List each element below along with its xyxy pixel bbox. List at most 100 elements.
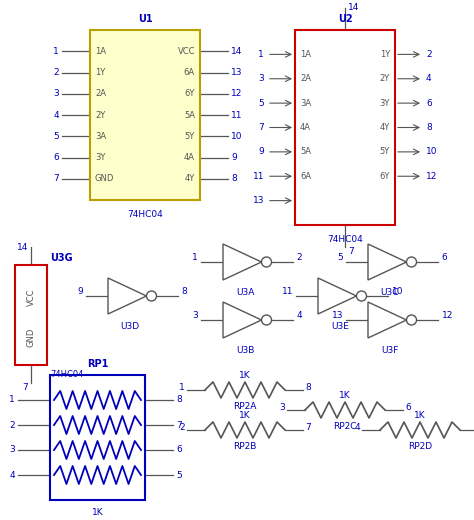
- Circle shape: [262, 315, 272, 325]
- Text: 4: 4: [355, 422, 360, 432]
- Text: 6: 6: [405, 402, 411, 411]
- Text: VCC: VCC: [27, 288, 36, 306]
- Text: 3: 3: [279, 402, 285, 411]
- Text: 2: 2: [54, 68, 59, 77]
- Text: 8: 8: [176, 396, 182, 405]
- Text: GND: GND: [95, 174, 114, 183]
- Text: 7: 7: [258, 123, 264, 132]
- Polygon shape: [223, 302, 262, 338]
- Text: 12: 12: [426, 172, 438, 181]
- Text: 14: 14: [231, 47, 242, 56]
- Text: U3D: U3D: [120, 322, 139, 331]
- Text: 4A: 4A: [300, 123, 311, 132]
- Text: 6Y: 6Y: [185, 89, 195, 98]
- Text: 1Y: 1Y: [380, 50, 390, 59]
- Polygon shape: [368, 302, 407, 338]
- Text: 11: 11: [253, 172, 264, 181]
- Text: 9: 9: [77, 288, 83, 296]
- Text: 4: 4: [426, 74, 432, 83]
- Text: 1: 1: [179, 383, 185, 392]
- Text: 10: 10: [392, 288, 403, 296]
- Text: 4: 4: [54, 110, 59, 120]
- Text: RP2A: RP2A: [233, 402, 257, 411]
- Text: 5: 5: [337, 253, 343, 263]
- Text: 74HC04: 74HC04: [127, 210, 163, 219]
- Text: 4A: 4A: [184, 153, 195, 162]
- Bar: [90, 30, 200, 200]
- Text: 6A: 6A: [300, 172, 311, 181]
- Text: 1A: 1A: [300, 50, 311, 59]
- Circle shape: [407, 315, 417, 325]
- Text: 2: 2: [426, 50, 432, 59]
- Text: 7: 7: [305, 422, 311, 432]
- Text: 4Y: 4Y: [380, 123, 390, 132]
- Text: 6: 6: [441, 253, 447, 263]
- Text: RP1: RP1: [87, 359, 108, 369]
- Text: 1: 1: [258, 50, 264, 59]
- Text: RP2B: RP2B: [233, 442, 257, 451]
- Polygon shape: [318, 278, 356, 314]
- Text: 14: 14: [17, 242, 28, 252]
- Text: 7: 7: [176, 421, 182, 430]
- Text: 2A: 2A: [95, 89, 106, 98]
- Text: 4: 4: [9, 471, 15, 479]
- Text: 5Y: 5Y: [380, 147, 390, 157]
- Bar: [50, 375, 145, 500]
- Text: 6: 6: [426, 99, 432, 108]
- Circle shape: [356, 291, 366, 301]
- Text: 2Y: 2Y: [380, 74, 390, 83]
- Text: U3F: U3F: [381, 346, 399, 355]
- Circle shape: [262, 257, 272, 267]
- Text: 6: 6: [176, 446, 182, 454]
- Text: 3A: 3A: [95, 132, 106, 141]
- Text: 7: 7: [348, 247, 354, 256]
- Text: 3: 3: [192, 311, 198, 320]
- Text: 74HC04: 74HC04: [327, 235, 363, 244]
- Text: 1K: 1K: [414, 411, 426, 420]
- Text: 3: 3: [53, 89, 59, 98]
- Circle shape: [146, 291, 156, 301]
- Bar: [15, 265, 47, 365]
- Polygon shape: [368, 244, 407, 280]
- Text: 3Y: 3Y: [95, 153, 105, 162]
- Text: 9: 9: [258, 147, 264, 157]
- Text: U3A: U3A: [236, 288, 254, 297]
- Text: 11: 11: [282, 288, 293, 296]
- Text: 13: 13: [253, 196, 264, 205]
- Text: 74HC04: 74HC04: [50, 370, 83, 379]
- Text: U3C: U3C: [381, 288, 399, 297]
- Text: 1K: 1K: [239, 411, 251, 420]
- Text: 5Y: 5Y: [185, 132, 195, 141]
- Text: 6: 6: [53, 153, 59, 162]
- Text: 11: 11: [231, 110, 243, 120]
- Text: 5: 5: [53, 132, 59, 141]
- Bar: [295, 30, 395, 225]
- Text: 10: 10: [426, 147, 438, 157]
- Text: 6A: 6A: [184, 68, 195, 77]
- Text: 5A: 5A: [184, 110, 195, 120]
- Text: VCC: VCC: [177, 47, 195, 56]
- Text: 1K: 1K: [91, 508, 103, 517]
- Text: 4: 4: [297, 311, 302, 320]
- Text: RP2D: RP2D: [408, 442, 432, 451]
- Text: 1K: 1K: [339, 391, 351, 400]
- Text: 2: 2: [179, 422, 185, 432]
- Text: 14: 14: [348, 4, 359, 12]
- Polygon shape: [223, 244, 262, 280]
- Text: 1: 1: [53, 47, 59, 56]
- Text: 2: 2: [297, 253, 302, 263]
- Text: GND: GND: [27, 327, 36, 347]
- Text: RP2C: RP2C: [333, 422, 357, 431]
- Text: 10: 10: [231, 132, 243, 141]
- Text: 5A: 5A: [300, 147, 311, 157]
- Text: 12: 12: [231, 89, 242, 98]
- Text: 3A: 3A: [300, 99, 311, 108]
- Text: 2Y: 2Y: [95, 110, 105, 120]
- Text: 13: 13: [231, 68, 243, 77]
- Text: 2: 2: [9, 421, 15, 430]
- Text: U3B: U3B: [236, 346, 254, 355]
- Text: 3: 3: [258, 74, 264, 83]
- Text: 1: 1: [9, 396, 15, 405]
- Text: 8: 8: [305, 383, 311, 392]
- Text: U3G: U3G: [50, 253, 73, 263]
